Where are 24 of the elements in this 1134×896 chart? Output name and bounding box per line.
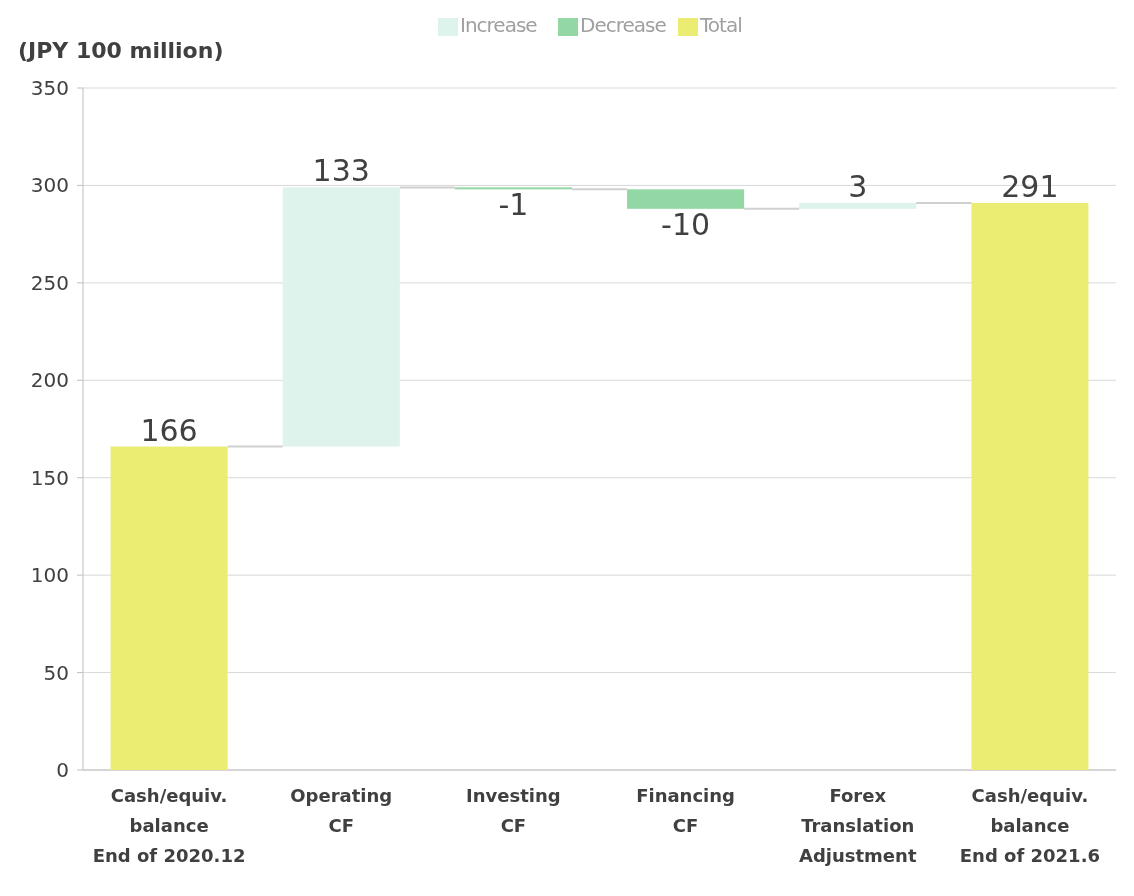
y-tick-label: 250	[30, 270, 69, 295]
y-tick-label: 300	[30, 173, 69, 198]
data-label: -1	[498, 187, 529, 223]
y-tick-label: 350	[30, 76, 69, 100]
data-label: 291	[1001, 168, 1059, 204]
legend-label: Total	[699, 13, 742, 37]
x-tick-label: Cash/equiv. balance End of 2020.12	[92, 785, 246, 866]
legend-label: Increase	[460, 13, 538, 37]
data-label: 3	[848, 168, 868, 204]
x-tick-label: Forex Translation Adjustment	[798, 785, 917, 866]
y-axis-title: (JPY 100 million)	[18, 38, 224, 63]
x-tick-label: Investing CF	[466, 785, 561, 836]
data-label: -10	[661, 206, 711, 242]
x-tick-label: Financing CF	[636, 785, 735, 836]
y-tick-label: 50	[43, 660, 69, 685]
data-label: 133	[312, 153, 370, 189]
data-label: 166	[140, 412, 198, 448]
legend-label: Decrease	[580, 13, 667, 37]
y-tick-label: 100	[30, 563, 69, 588]
x-tick-label: Operating CF	[290, 785, 393, 836]
x-tick-label: Cash/equiv. balance End of 2021.6	[959, 785, 1101, 866]
y-tick-label: 150	[30, 465, 69, 490]
y-tick-label: 200	[30, 368, 69, 393]
y-tick-label: 0	[56, 758, 69, 782]
